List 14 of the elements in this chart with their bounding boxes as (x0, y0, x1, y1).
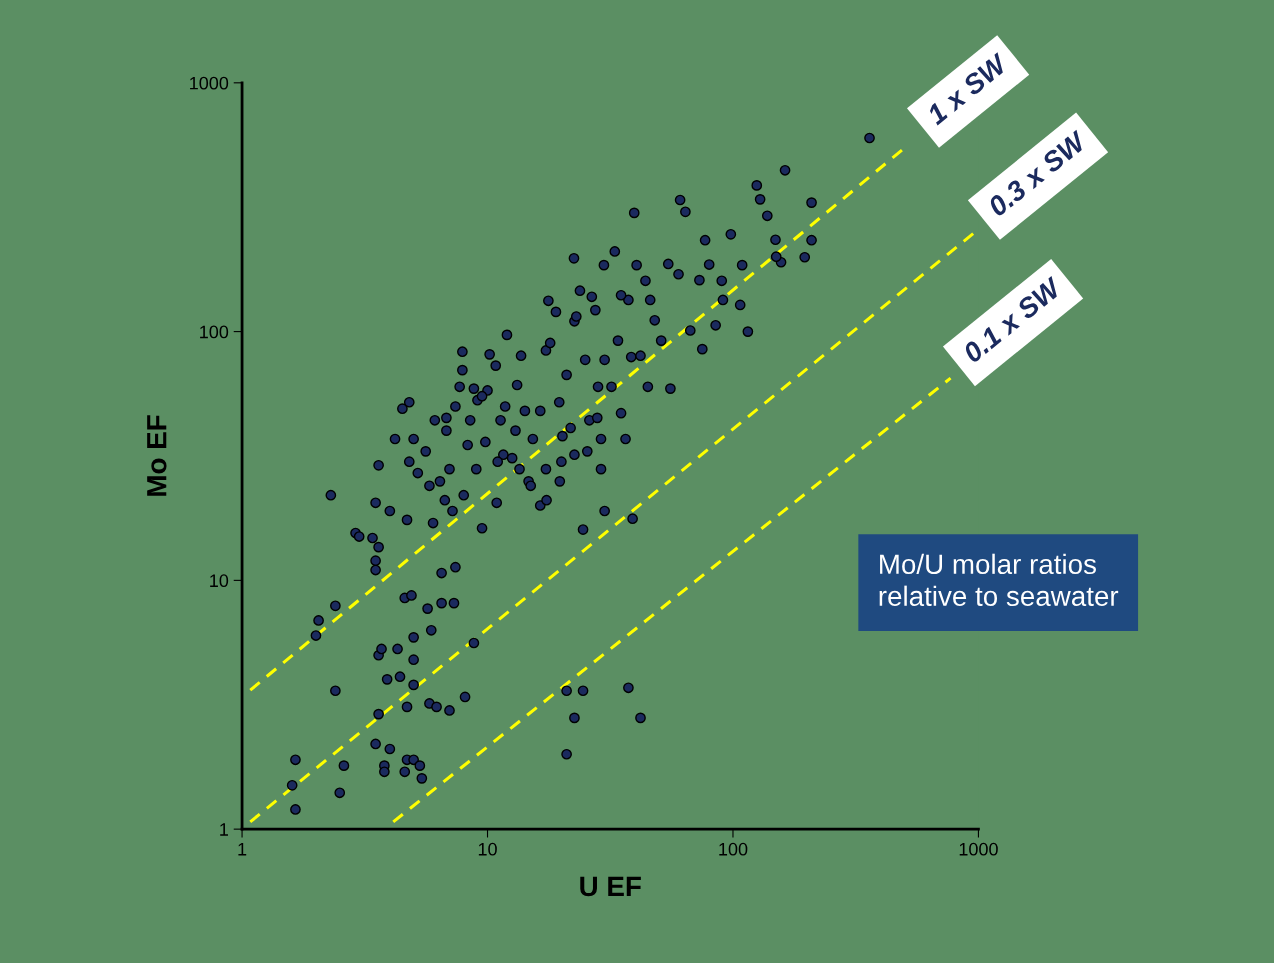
y-tick-label: 1000 (190, 76, 229, 90)
x-tick-label: 100 (719, 842, 748, 856)
y-axis-title: Mo EF (147, 415, 167, 496)
x-axis-title: U EF (580, 876, 641, 897)
x-tick-label: 10 (478, 842, 497, 856)
y-tick-label: 10 (210, 574, 229, 588)
text: 1 x SW (925, 52, 1010, 126)
text: 0.1 x SW (961, 275, 1064, 364)
y-tick-label: 1 (220, 823, 228, 836)
text: 0.3 x SW (986, 129, 1089, 218)
x-tick-label: 1000 (959, 842, 998, 856)
annotation: Mo/U molar ratios relative to seawater (879, 553, 1119, 607)
x-tick-label: 1 (238, 843, 247, 856)
y-tick-label: 100 (200, 325, 229, 339)
